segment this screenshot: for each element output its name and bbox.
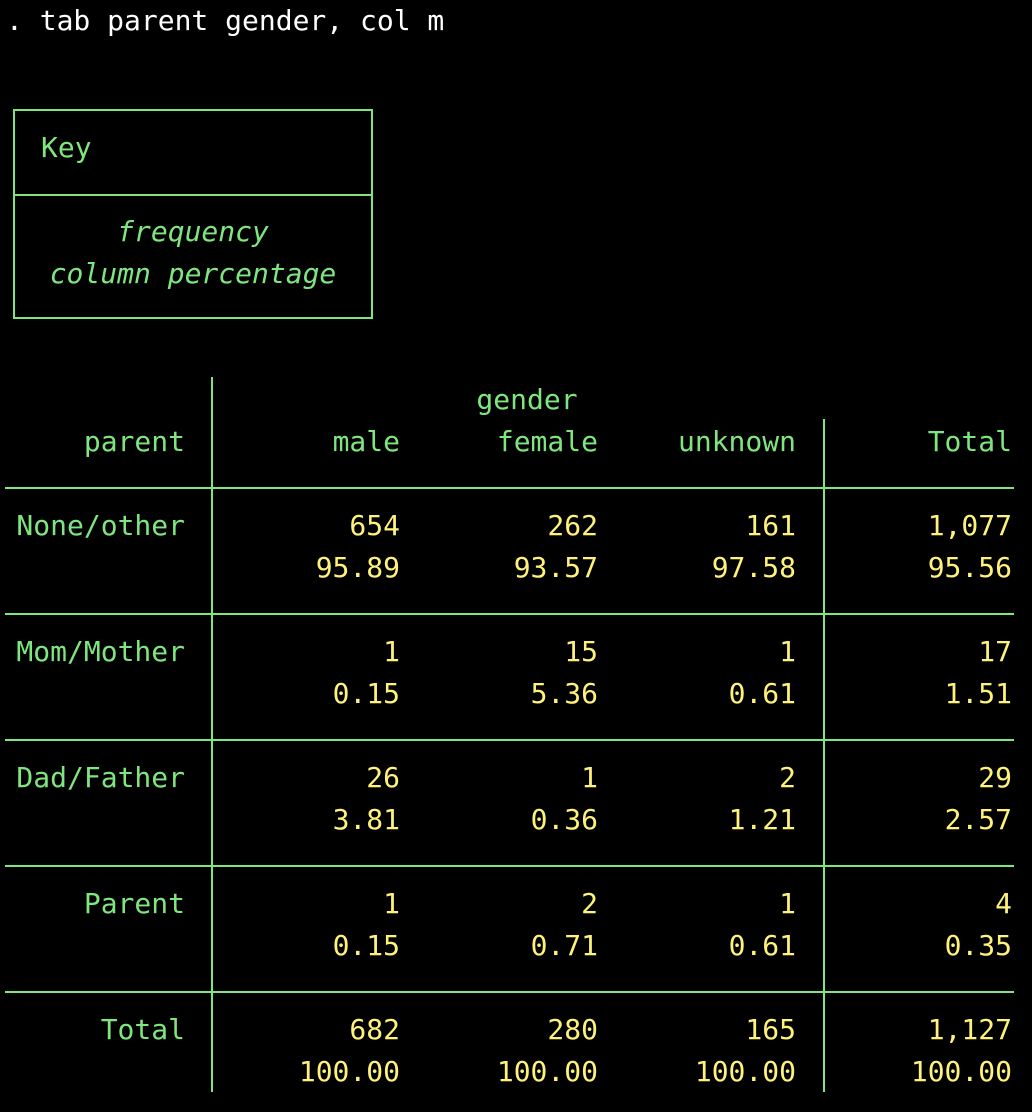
horizontal-rule <box>5 613 1014 615</box>
column-percent-cell: 0.71 <box>530 929 598 962</box>
column-percent-cell: 93.57 <box>513 551 598 584</box>
key-title: Key <box>41 131 92 164</box>
column-percent-cell: 100.00 <box>694 1055 796 1088</box>
command-line: . tab parent gender, col m <box>6 4 445 37</box>
frequency-cell: 654 <box>349 509 400 542</box>
vertical-rule-after-labels <box>211 377 213 1092</box>
column-percent-cell: 1.21 <box>728 803 796 836</box>
column-percent-cell: 97.58 <box>711 551 796 584</box>
horizontal-rule <box>5 739 1014 741</box>
column-percent-cell: 2.57 <box>944 803 1012 836</box>
frequency-cell: 2 <box>779 761 796 794</box>
frequency-cell: 1 <box>581 761 598 794</box>
row-label: Parent <box>83 887 185 920</box>
frequency-cell: 1 <box>383 635 400 668</box>
frequency-cell: 4 <box>995 887 1012 920</box>
column-header-female: female <box>496 425 598 458</box>
column-percent-cell: 0.35 <box>944 929 1012 962</box>
key-box <box>13 109 373 319</box>
row-label: None/other <box>16 509 185 542</box>
frequency-cell: 262 <box>547 509 598 542</box>
row-label: Mom/Mother <box>16 635 185 668</box>
column-header-male: male <box>332 425 400 458</box>
column-header-unknown: unknown <box>677 425 796 458</box>
column-percent-cell: 0.15 <box>332 677 400 710</box>
key-divider <box>15 194 371 196</box>
frequency-cell: 17 <box>978 635 1012 668</box>
column-percent-cell: 0.61 <box>728 929 796 962</box>
frequency-cell: 2 <box>581 887 598 920</box>
column-percent-cell: 0.61 <box>728 677 796 710</box>
frequency-cell: 161 <box>745 509 796 542</box>
key-line-frequency: frequency <box>117 215 269 248</box>
frequency-cell: 280 <box>547 1013 598 1046</box>
frequency-cell: 29 <box>978 761 1012 794</box>
column-percent-cell: 5.36 <box>530 677 598 710</box>
row-label: Total <box>100 1013 185 1046</box>
column-percent-cell: 0.15 <box>332 929 400 962</box>
row-variable-header: parent <box>83 425 185 458</box>
row-label: Dad/Father <box>16 761 185 794</box>
frequency-cell: 1 <box>383 887 400 920</box>
column-header-total: Total <box>927 425 1012 458</box>
column-percent-cell: 100.00 <box>910 1055 1012 1088</box>
frequency-cell: 1 <box>779 635 796 668</box>
key-line-column-percentage: column percentage <box>49 257 337 290</box>
column-variable-header: gender <box>476 383 578 416</box>
frequency-cell: 1,127 <box>927 1013 1012 1046</box>
column-percent-cell: 0.36 <box>530 803 598 836</box>
column-percent-cell: 95.56 <box>927 551 1012 584</box>
frequency-cell: 15 <box>564 635 598 668</box>
frequency-cell: 26 <box>366 761 400 794</box>
horizontal-rule <box>5 991 1014 993</box>
column-percent-cell: 100.00 <box>298 1055 400 1088</box>
column-percent-cell: 1.51 <box>944 677 1012 710</box>
horizontal-rule <box>5 865 1014 867</box>
column-percent-cell: 100.00 <box>496 1055 598 1088</box>
frequency-cell: 165 <box>745 1013 796 1046</box>
column-percent-cell: 95.89 <box>315 551 400 584</box>
frequency-cell: 682 <box>349 1013 400 1046</box>
vertical-rule-before-total <box>823 419 825 1092</box>
frequency-cell: 1 <box>779 887 796 920</box>
frequency-cell: 1,077 <box>927 509 1012 542</box>
column-percent-cell: 3.81 <box>332 803 400 836</box>
horizontal-rule <box>5 487 1014 489</box>
